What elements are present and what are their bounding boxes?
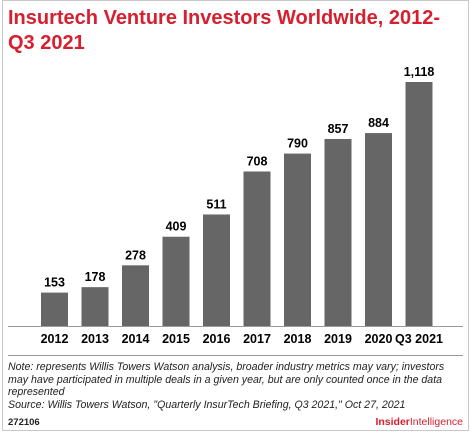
brand-logo: InsiderIntelligence — [375, 416, 463, 428]
value-label: 790 — [287, 137, 308, 151]
value-label: 1,118 — [404, 65, 435, 79]
x-axis-baseline — [8, 326, 463, 327]
x-tick-label: 2014 — [122, 332, 150, 346]
bar-2014 — [122, 265, 149, 326]
source-text: Source: Willis Towers Watson, "Quarterly… — [8, 398, 406, 411]
x-tick-label: 2017 — [243, 332, 271, 346]
value-label: 884 — [368, 116, 389, 130]
value-label: 708 — [247, 154, 268, 168]
x-tick-label: 2013 — [81, 332, 109, 346]
note-text: Note: represents Willis Towers Watson an… — [8, 361, 445, 398]
bar-2019 — [324, 138, 352, 326]
x-tick-label: 2020 — [365, 332, 393, 346]
chart-title: Insurtech Venture Investors Worldwide, 2… — [8, 7, 440, 54]
x-tick-label: 2016 — [203, 332, 231, 346]
value-label: 511 — [206, 197, 226, 211]
x-tick-label: 2015 — [162, 332, 190, 346]
value-label: 278 — [125, 248, 146, 262]
x-tick-label: 2018 — [284, 332, 312, 346]
brand-prefix: Insider — [375, 416, 410, 428]
brand-suffix: Intelligence — [409, 416, 463, 428]
bar-2012 — [41, 292, 68, 326]
bar-2016 — [203, 214, 230, 326]
x-tick-label: 2012 — [41, 332, 69, 346]
value-label: 857 — [328, 122, 349, 136]
bar-2017 — [243, 171, 271, 326]
value-labels-group: 153 178 278 409 511 708 790 857 884 1,118 — [44, 65, 434, 290]
x-tick-label: 2019 — [324, 332, 352, 346]
notes-block: Note: represents Willis Towers Watson an… — [8, 361, 463, 411]
x-axis-labels: 2012 2013 2014 2015 2016 2017 2018 2019 2020 Q3 2… — [41, 332, 443, 346]
value-label: 409 — [166, 220, 187, 234]
bar-2018 — [284, 153, 311, 326]
bar-q3-2021 — [405, 82, 433, 326]
bars-group — [41, 82, 433, 326]
notes-divider — [8, 355, 463, 356]
bar-2020 — [365, 133, 392, 326]
bar-2015 — [162, 236, 190, 326]
value-label: 153 — [44, 276, 65, 290]
value-label: 178 — [85, 270, 106, 284]
chart-id: 272106 — [8, 417, 40, 428]
bar-2013 — [81, 287, 109, 326]
x-tick-label: Q3 2021 — [395, 332, 443, 346]
